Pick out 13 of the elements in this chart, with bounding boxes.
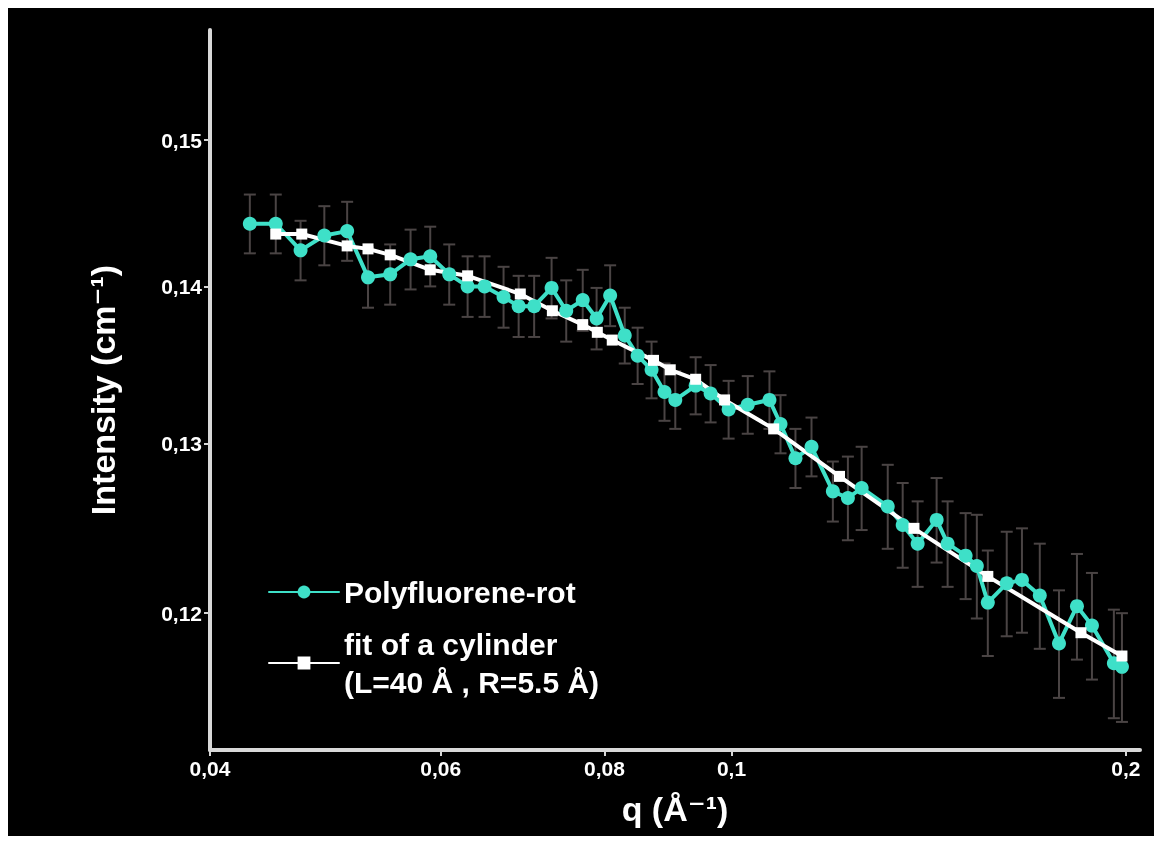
x-tick-label: 0,2 [1111, 757, 1141, 780]
x-tick-label: 0,06 [420, 757, 462, 780]
legend-label: fit of a cylinder (L=40 Å , R=5.5 Å) [344, 627, 600, 699]
x-axis-title: q (Å⁻¹) [621, 790, 729, 828]
x-tick-label: 0,1 [716, 757, 747, 780]
y-tick-label: 0,12 [161, 601, 202, 625]
x-tick-label: 0,08 [584, 757, 626, 780]
y-tick-label: 0,14 [161, 274, 203, 298]
y-tick-label: 0,15 [161, 128, 203, 152]
x-tick-label: 0,04 [189, 757, 231, 780]
legend-label: Polyfluorene-rot [344, 575, 576, 609]
y-axis-title: Intensity (cm⁻¹) [84, 264, 122, 516]
y-tick-label: 0,13 [161, 432, 202, 456]
